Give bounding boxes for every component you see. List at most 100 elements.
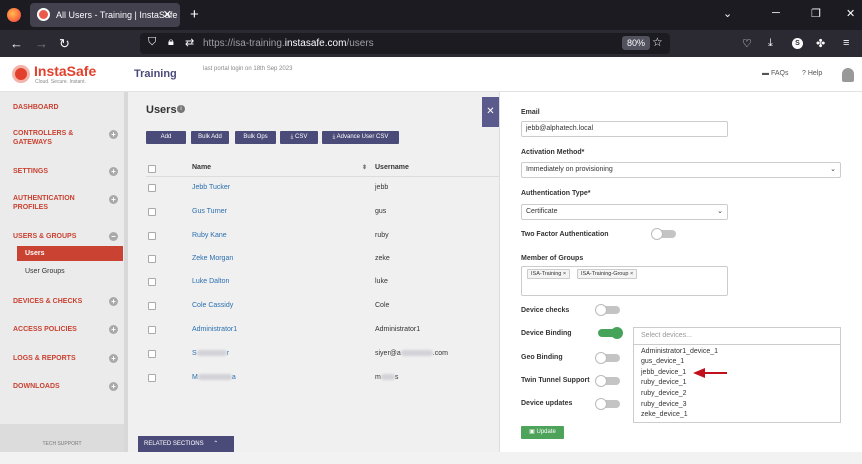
advance-user-csv-button[interactable]: ⤓ Advance User CSV bbox=[322, 131, 399, 144]
csv-download-button[interactable]: ⤓ CSV bbox=[280, 131, 318, 144]
row-checkbox[interactable] bbox=[148, 326, 156, 334]
instasafe-logo-icon[interactable] bbox=[12, 65, 30, 83]
sidebar-sub-item-user-groups[interactable]: User Groups bbox=[25, 268, 65, 275]
drawer-close-button[interactable]: ✕ bbox=[482, 97, 499, 127]
row-checkbox[interactable] bbox=[148, 184, 156, 192]
restore-window-button[interactable]: ❐ bbox=[811, 8, 821, 20]
minimize-window-button[interactable]: ─ bbox=[772, 7, 780, 19]
row-checkbox[interactable] bbox=[148, 255, 156, 263]
update-button[interactable]: ▣ Update bbox=[521, 426, 564, 439]
twin-tunnel-toggle[interactable] bbox=[595, 375, 620, 387]
zoom-level-badge[interactable]: 80% bbox=[622, 36, 651, 50]
email-field[interactable]: jebb@alphatech.local bbox=[521, 121, 728, 137]
sidebar-item-access-policies[interactable]: ACCESS POLICIES bbox=[13, 326, 77, 333]
lock-icon[interactable]: 🔒︎ bbox=[168, 36, 174, 48]
info-icon[interactable]: i bbox=[177, 105, 185, 113]
expand-plus-icon[interactable]: + bbox=[109, 382, 118, 391]
downloads-icon[interactable]: ⤓ bbox=[768, 37, 773, 49]
expand-plus-icon[interactable]: + bbox=[109, 354, 118, 363]
row-checkbox[interactable] bbox=[148, 208, 156, 216]
device-binding-toggle[interactable] bbox=[598, 327, 623, 339]
account-icon[interactable]: S bbox=[792, 38, 803, 49]
sidebar-item-settings[interactable]: SETTINGS bbox=[13, 168, 49, 175]
user-name-link[interactable]: Luke Dalton bbox=[192, 278, 230, 285]
user-name-link[interactable]: Cole Cassidy bbox=[192, 302, 234, 309]
user-name-link[interactable]: Administrator1 bbox=[192, 326, 238, 333]
device-updates-toggle[interactable] bbox=[595, 398, 620, 410]
bulk-ops-button[interactable]: Bulk Ops bbox=[235, 131, 276, 144]
tech-support-link[interactable]: TECH SUPPORT bbox=[0, 424, 124, 452]
expand-plus-icon[interactable]: + bbox=[109, 195, 118, 204]
shield-icon[interactable]: ⛉ bbox=[148, 36, 157, 48]
forward-arrow-icon[interactable]: → bbox=[35, 36, 48, 51]
close-window-button[interactable]: ✕ bbox=[846, 8, 856, 20]
sidebar-sub-item-users[interactable]: Users bbox=[17, 246, 123, 261]
group-tag[interactable]: ISA-Training × bbox=[527, 269, 571, 279]
bookmark-star-icon[interactable]: ☆ bbox=[652, 35, 663, 49]
extensions-icon[interactable]: ✤ bbox=[816, 38, 826, 50]
device-checks-toggle[interactable] bbox=[595, 304, 620, 316]
column-header-username[interactable]: Username bbox=[375, 164, 409, 171]
device-search-input[interactable]: Select devices... bbox=[633, 327, 841, 345]
faqs-link[interactable]: ▬ FAQs bbox=[762, 70, 788, 77]
url-text[interactable]: https://isa-training.instasafe.com/users bbox=[203, 38, 374, 49]
expand-plus-icon[interactable]: + bbox=[109, 325, 118, 334]
device-option[interactable]: ruby_device_3 bbox=[641, 401, 687, 408]
authentication-type-select[interactable]: Certificate ⌄ bbox=[521, 204, 728, 220]
user-name-link[interactable]: Jebb Tucker bbox=[192, 184, 231, 191]
sidebar-item-devices-checks[interactable]: DEVICES & CHECKS bbox=[13, 298, 83, 305]
row-checkbox[interactable] bbox=[148, 278, 156, 286]
device-option[interactable]: ruby_device_2 bbox=[641, 390, 687, 397]
row-checkbox[interactable] bbox=[148, 302, 156, 310]
expand-plus-icon[interactable]: + bbox=[109, 130, 118, 139]
collapse-minus-icon[interactable]: − bbox=[109, 232, 118, 241]
device-option[interactable]: gus_device_1 bbox=[641, 358, 685, 365]
device-option[interactable]: Administrator1_device_1 bbox=[641, 348, 719, 355]
browser-tab-active[interactable]: All Users - Training | InstaSafe ✕ bbox=[30, 3, 180, 27]
sidebar-item-downloads[interactable]: DOWNLOADS bbox=[13, 383, 60, 390]
sidebar-item-controllers-gateways[interactable]: CONTROLLERS & GATEWAYS bbox=[13, 130, 74, 146]
select-all-checkbox[interactable] bbox=[148, 165, 156, 173]
reload-icon[interactable]: ↻ bbox=[59, 36, 70, 51]
sidebar-item-logs-reports[interactable]: LOGS & REPORTS bbox=[13, 355, 76, 362]
user-name-link[interactable]: Gus Turner bbox=[192, 208, 228, 215]
device-option[interactable]: ruby_device_1 bbox=[641, 379, 687, 386]
sidebar-item-users-groups[interactable]: USERS & GROUPS bbox=[13, 233, 77, 240]
column-header-name[interactable]: Name bbox=[192, 164, 212, 171]
sidebar-item-dashboard[interactable]: DASHBOARD bbox=[13, 104, 59, 111]
tab-list-chevron-icon[interactable]: ⌄ bbox=[723, 8, 733, 20]
activation-method-select[interactable]: Immediately on provisioning ⌄ bbox=[521, 162, 841, 178]
row-checkbox[interactable] bbox=[148, 232, 156, 240]
related-sections-tab[interactable]: RELATED SECTIONS ⌃ bbox=[138, 436, 234, 452]
tag-remove-icon[interactable]: × bbox=[630, 271, 634, 277]
back-arrow-icon[interactable]: ← bbox=[10, 36, 23, 51]
expand-plus-icon[interactable]: + bbox=[109, 297, 118, 306]
menu-icon[interactable]: ≡ bbox=[843, 37, 850, 49]
device-option[interactable]: zeke_device_1 bbox=[641, 411, 688, 418]
sort-icon[interactable]: ⬍ bbox=[362, 165, 368, 171]
user-name-link[interactable]: Zeke Morgan bbox=[192, 255, 234, 262]
tag-remove-icon[interactable]: × bbox=[562, 271, 567, 277]
user-name-link[interactable]: Ruby Kane bbox=[192, 232, 227, 239]
new-tab-button[interactable]: + bbox=[190, 6, 199, 23]
row-checkbox[interactable] bbox=[148, 374, 156, 382]
tab-close-icon[interactable]: ✕ bbox=[162, 9, 172, 21]
help-link[interactable]: ? Help bbox=[802, 70, 822, 77]
user-profile-icon[interactable] bbox=[842, 68, 854, 82]
expand-plus-icon[interactable]: + bbox=[109, 167, 118, 176]
pocket-icon[interactable]: ♡ bbox=[742, 38, 752, 50]
add-button[interactable]: Add bbox=[146, 131, 186, 144]
row-checkbox[interactable] bbox=[148, 350, 156, 358]
geo-binding-toggle[interactable] bbox=[595, 352, 620, 364]
url-bar[interactable]: ⛉ 🔒︎ ⇄ https://isa-training.instasafe.co… bbox=[140, 33, 670, 54]
device-dropdown-list[interactable]: Administrator1_device_1 gus_device_1 jeb… bbox=[633, 345, 841, 423]
two-factor-toggle[interactable] bbox=[651, 228, 676, 240]
permissions-icon[interactable]: ⇄ bbox=[185, 37, 195, 49]
logo-text[interactable]: InstaSafe bbox=[34, 63, 97, 79]
bulk-add-button[interactable]: Bulk Add bbox=[191, 131, 229, 144]
sidebar-item-authentication-profiles[interactable]: AUTHENTICATION PROFILES bbox=[13, 195, 75, 211]
device-option[interactable]: jebb_device_1 bbox=[641, 369, 687, 376]
group-tag[interactable]: ISA-Training-Group × bbox=[577, 269, 638, 279]
